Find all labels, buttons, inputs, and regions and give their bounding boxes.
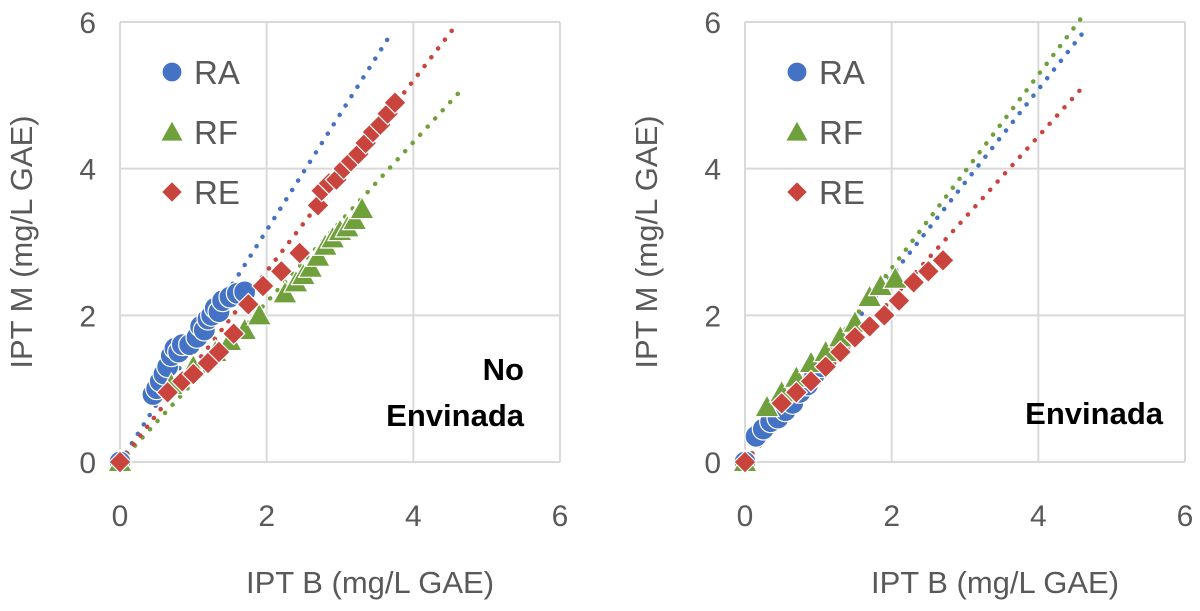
chart-1-legend: RA RF RE <box>159 54 240 211</box>
chart-1-y-tick-label: 4 <box>79 154 96 187</box>
chart-1-trendline-rf <box>117 88 464 465</box>
chart-1-point-re <box>306 193 330 218</box>
chart-2-point-re <box>931 248 955 273</box>
chart-2-legend: RA RF RE <box>784 54 865 211</box>
chart-1-legend-marker-rf <box>159 119 185 142</box>
chart-1-point-re <box>287 241 312 265</box>
chart-1-legend-label-re: RE <box>194 174 240 211</box>
chart-1-x-axis-label: IPT B (mg/L GAE) <box>246 565 494 600</box>
chart-1-y-tick-label: 2 <box>79 300 96 333</box>
chart-2-y-tick-label: 2 <box>704 300 721 333</box>
chart-2-point-re <box>901 270 926 295</box>
chart-1-x-tick-label: 2 <box>258 500 275 533</box>
chart-2-point-re <box>813 354 838 379</box>
chart-2-panel: 0 2 4 6 0 2 4 6 IPT B (mg/L GAE) IPT M (mg/L GAE)… <box>629 7 1193 600</box>
chart-2-y-tick-label: 4 <box>704 154 721 187</box>
chart-1-point-re <box>383 90 407 115</box>
chart-1-point-re <box>207 340 231 364</box>
chart-2-x-tick-label: 2 <box>883 500 900 533</box>
chart-2-point-re <box>784 380 809 405</box>
chart-1-x-tick-label: 4 <box>405 500 422 533</box>
chart-1-series-re <box>108 90 407 474</box>
chart-2-trendline-re <box>742 85 1085 465</box>
chart-2-point-re <box>828 340 853 364</box>
chart-2-point-re <box>733 450 757 474</box>
chart-1-panel-label-line: No <box>483 352 524 387</box>
chart-2-legend-label-ra: RA <box>819 54 865 91</box>
chart-2-legend-marker-ra <box>786 61 808 83</box>
chart-1-point-re <box>181 362 206 386</box>
chart-2-point-re <box>857 314 882 339</box>
chart-2-point-re <box>843 325 867 350</box>
chart-1-point-re <box>155 380 180 405</box>
chart-1-y-axis-label: IPT M (mg/L GAE) <box>4 115 39 368</box>
chart-2-x-tick-label: 6 <box>1177 500 1194 533</box>
chart-2-panel-label: Envinada <box>1025 396 1164 431</box>
chart-2-x-tick-label: 4 <box>1030 500 1047 533</box>
chart-2-y-tick-label: 6 <box>704 7 721 40</box>
chart-2-series-re <box>733 248 955 474</box>
chart-1-point-re <box>236 292 261 317</box>
chart-2-point-re <box>872 303 897 328</box>
chart-1-x-tick-label: 6 <box>552 500 569 533</box>
chart-1-point-rf <box>348 195 376 220</box>
chart-1-point-re <box>269 259 294 284</box>
chart-1-trendline-re <box>117 21 460 465</box>
chart-2-legend-marker-rf <box>784 119 810 142</box>
chart-2-legend-label-re: RE <box>819 174 865 211</box>
chart-1-point-re <box>251 274 275 298</box>
chart-2-point-re <box>799 369 823 394</box>
chart-1-y-tick-label: 0 <box>79 447 96 480</box>
chart-1-point-re <box>221 321 246 346</box>
chart-2-legend-label-rf: RF <box>819 114 863 151</box>
chart-2-y-tick-label: 0 <box>704 447 721 480</box>
chart-2-y-axis-label: IPT M (mg/L GAE) <box>629 115 664 368</box>
chart-2-point-re <box>769 391 794 416</box>
chart-2-x-axis-label: IPT B (mg/L GAE) <box>871 565 1119 600</box>
chart-1-x-tick-label: 0 <box>112 500 129 533</box>
chart-2-trendline-rf <box>742 14 1085 465</box>
chart-1-trendline-ra <box>117 31 394 465</box>
chart-1-point-rf <box>246 302 273 326</box>
chart-2-legend-marker-re <box>785 180 809 204</box>
chart-1-legend-marker-re <box>160 180 184 204</box>
chart-1-y-tick-label: 6 <box>79 7 96 40</box>
chart-2-point-rf <box>882 265 909 289</box>
chart-1-legend-label-ra: RA <box>194 54 240 91</box>
chart-1-panel-label-line: Envinada <box>386 398 525 433</box>
chart-2-point-re <box>916 259 941 284</box>
chart-2-point-re <box>887 288 911 313</box>
chart-1-legend-marker-ra <box>161 61 183 83</box>
chart-1-point-re <box>108 450 132 474</box>
chart-1-legend-label-rf: RF <box>194 114 238 151</box>
chart-2-x-tick-label: 0 <box>737 500 754 533</box>
chart-1-panel: 0 2 4 6 0 2 4 6 IPT B (mg/L GAE) IPT M (mg/L GAE)… <box>4 7 568 600</box>
